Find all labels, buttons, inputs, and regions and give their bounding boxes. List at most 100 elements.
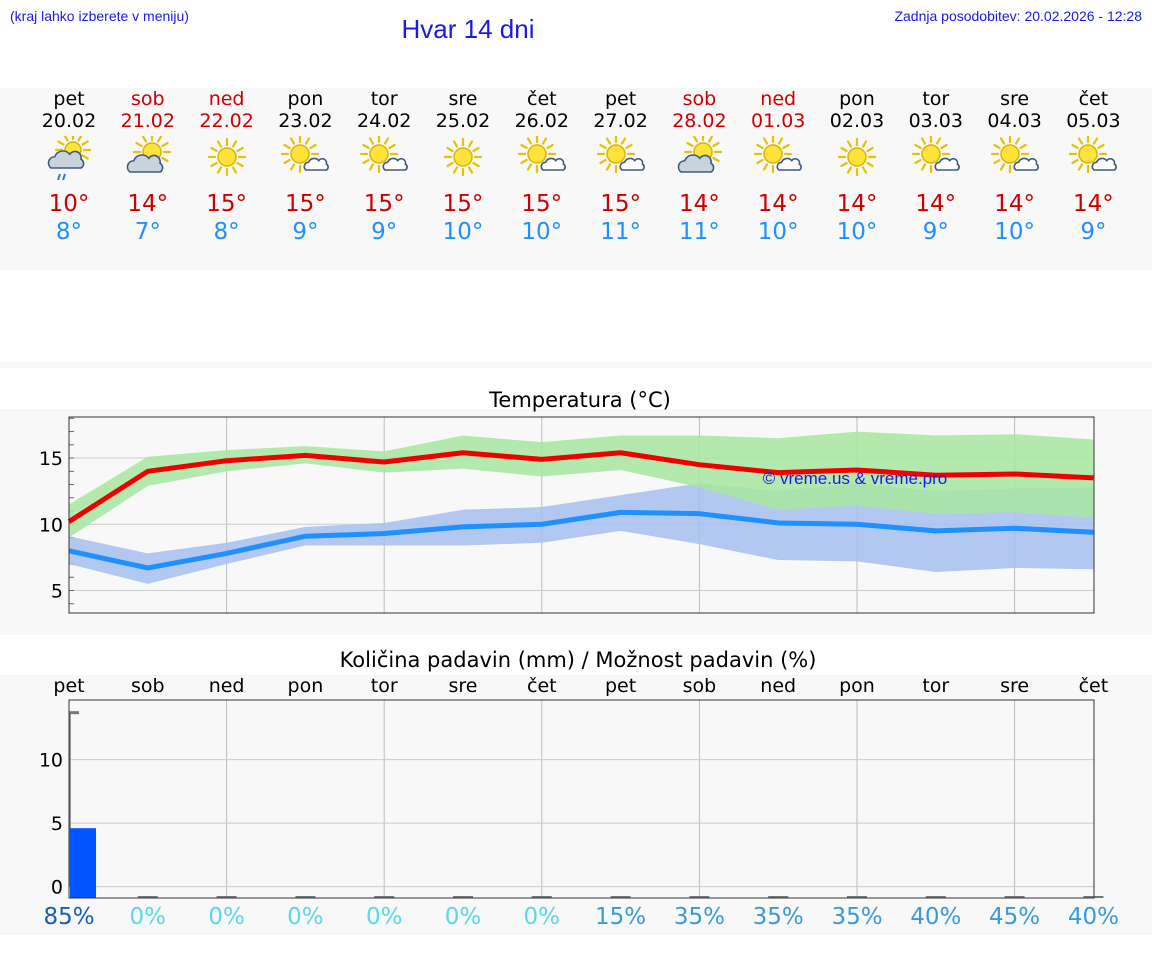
min-temperature: 8° <box>213 219 240 245</box>
precipitation-probability: 45% <box>989 904 1041 930</box>
x-day-label: čet <box>527 675 557 697</box>
day-date: 27.02 <box>593 110 648 132</box>
plot-frame <box>68 416 1095 614</box>
daily-forecast: pet 20.02 10° 8° sob 21.02 14° 7° ned 22.02 15° 8° p… <box>0 88 1152 270</box>
sun-small-cloud-icon <box>911 136 960 174</box>
day-date: 04.03 <box>987 110 1042 132</box>
max-temperature: 14° <box>679 191 720 217</box>
temperature-chart: 5 10 15 © vreme.us & vreme.pro <box>39 416 1095 614</box>
precipitation-probability-row: 85% 0% 0% 0% 0% 0% 0% 15% 35% 35% 35% 40% 45% 40% <box>0 904 1152 934</box>
min-temperature: 9° <box>922 219 949 245</box>
min-temperature: 8° <box>55 219 83 245</box>
day-column: ned 01.03 14° 10° <box>738 88 818 246</box>
min-temperature: 9° <box>292 219 319 245</box>
min-temperature: 9° <box>1080 219 1107 245</box>
day-name: čet <box>1078 88 1109 110</box>
day-name: tor <box>922 88 950 110</box>
y-tick-label: 5 <box>51 580 63 602</box>
x-day-label: sre <box>1000 675 1029 697</box>
precip-bar <box>70 828 96 898</box>
precipitation-probability: 0% <box>208 904 245 930</box>
day-date: 28.02 <box>672 110 727 132</box>
sun-small-cloud-icon <box>360 136 409 174</box>
precipitation-probability: 40% <box>1067 904 1119 930</box>
sun-big-cloud-icon <box>678 136 723 173</box>
day-name: sob <box>682 88 717 110</box>
day-column: sre 25.02 15° 10° <box>423 88 503 246</box>
day-date: 25.02 <box>435 110 491 132</box>
max-temperature: 14° <box>127 191 169 217</box>
max-temperature: 15° <box>521 191 563 217</box>
precipitation-probability: 35% <box>831 904 883 930</box>
day-name: sre <box>448 88 478 110</box>
max-temperature: 14° <box>1073 191 1114 217</box>
x-day-label: sob <box>683 675 717 697</box>
precipitation-probability: 0% <box>365 904 403 930</box>
sun-small-cloud-icon <box>754 136 803 174</box>
precipitation-probability: 15% <box>595 904 647 930</box>
x-day-label: sre <box>449 675 478 697</box>
y-tick-label: 10 <box>39 514 63 536</box>
day-date: 03.03 <box>908 110 963 132</box>
precipitation-chart: pet sob ned pon tor sre čet pet sob ned pon tor sre č… <box>39 675 1109 899</box>
x-day-label: tor <box>922 675 949 697</box>
day-date: 26.02 <box>514 110 569 132</box>
precipitation-probability: 40% <box>910 904 962 930</box>
sun-big-cloud-icon <box>126 136 171 173</box>
day-date: 24.02 <box>356 110 412 132</box>
max-temperature: 15° <box>600 191 641 217</box>
x-day-label: ned <box>209 675 245 697</box>
sun-cloud-rain-icon <box>47 136 92 180</box>
max-temperature: 10° <box>48 191 90 217</box>
y-tick-label: 5 <box>51 813 63 835</box>
sun-small-cloud-icon <box>990 136 1039 174</box>
day-name: sre <box>1000 88 1030 110</box>
day-date: 01.03 <box>750 110 806 132</box>
min-temperature: 10° <box>836 219 878 245</box>
precipitation-probability: 0% <box>444 904 482 930</box>
day-column: pon 23.02 15° 9° <box>265 88 345 246</box>
day-name: pon <box>287 88 324 110</box>
max-temperature: 14° <box>836 191 878 217</box>
day-column: čet 05.03 14° 9° <box>1053 88 1133 246</box>
y-tick-label: 10 <box>39 750 63 772</box>
day-column: ned 22.02 15° 8° <box>187 88 267 246</box>
day-column: pet 20.02 10° 8° <box>29 88 109 246</box>
precipitation-probability: 0% <box>523 904 561 930</box>
separator-band <box>0 362 1152 368</box>
day-column: sob 21.02 14° 7° <box>108 88 188 246</box>
day-column: tor 24.02 15° 9° <box>344 88 424 246</box>
min-temperature-range <box>69 483 1094 584</box>
sun-icon <box>207 137 246 177</box>
max-temperature: 14° <box>757 191 799 217</box>
day-name: ned <box>760 88 797 110</box>
day-column: tor 03.03 14° 9° <box>896 88 976 246</box>
min-temperature-line <box>68 509 1094 571</box>
day-name: pon <box>839 88 875 110</box>
min-temperature: 7° <box>134 219 161 245</box>
day-column: sob 28.02 14° 11° <box>659 88 739 246</box>
x-day-label: pet <box>53 675 84 697</box>
sun-small-cloud-icon <box>281 136 330 174</box>
x-day-label: ned <box>760 675 796 697</box>
max-temperature-line <box>67 450 1094 524</box>
temperature-chart-title: Temperatura (°C) <box>489 388 671 412</box>
day-column: pet 27.02 15° 11° <box>581 88 661 246</box>
x-day-label: čet <box>1079 675 1109 697</box>
sun-icon <box>443 137 483 177</box>
day-date: 21.02 <box>120 110 175 132</box>
day-date: 23.02 <box>278 110 333 132</box>
min-temperature: 11° <box>679 219 720 245</box>
x-day-label: pet <box>605 675 636 697</box>
max-temperature: 15° <box>442 191 484 217</box>
sun-small-cloud-icon <box>596 136 645 174</box>
precipitation-probability: 0% <box>129 904 167 930</box>
max-temperature: 15° <box>285 191 326 217</box>
day-date: 02.03 <box>829 110 885 132</box>
max-temperature: 14° <box>994 191 1035 217</box>
max-temperature: 15° <box>363 191 405 217</box>
day-date: 20.02 <box>41 110 97 132</box>
min-temperature: 10° <box>521 219 563 245</box>
day-date: 22.02 <box>199 110 254 132</box>
day-name: pet <box>604 88 637 110</box>
